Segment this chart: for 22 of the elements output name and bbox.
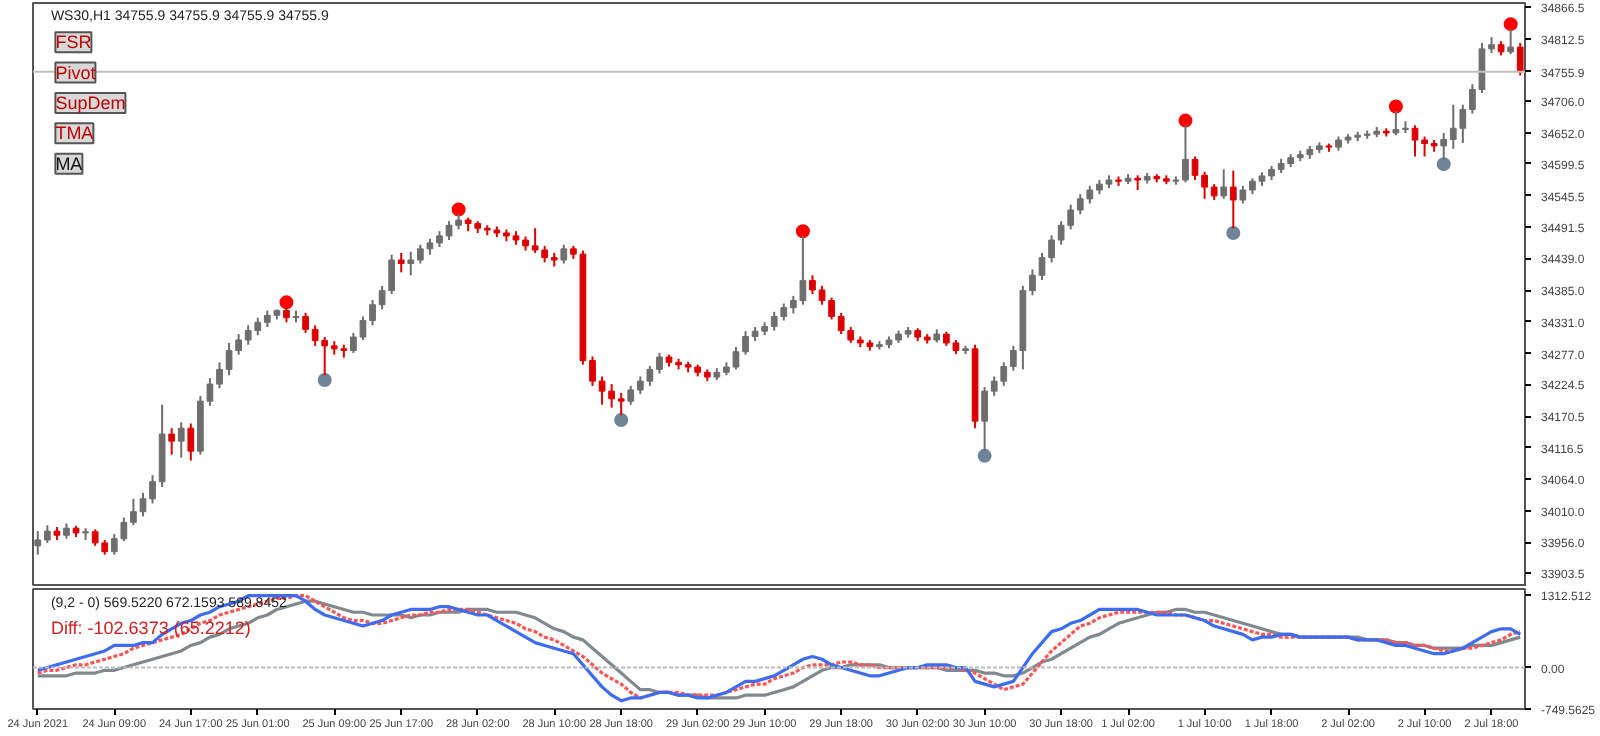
point <box>1388 99 1403 114</box>
point <box>1436 157 1451 172</box>
point <box>451 202 466 217</box>
candlestick <box>397 251 405 274</box>
candlestick <box>560 243 568 265</box>
point <box>279 295 294 310</box>
point <box>317 372 332 387</box>
point <box>1178 113 1193 128</box>
annotation: SupDem <box>55 92 126 113</box>
candlestick <box>1220 168 1228 200</box>
point <box>1503 17 1518 32</box>
point <box>1226 225 1241 240</box>
point <box>614 412 629 427</box>
candlestick <box>1516 41 1524 77</box>
candlestick <box>187 422 195 462</box>
annotation: MA <box>55 153 83 174</box>
annotation: TMA <box>55 123 94 144</box>
point <box>795 224 810 239</box>
annotation: FSR <box>55 32 93 53</box>
candlestick <box>168 427 176 456</box>
point <box>977 448 992 463</box>
candlestick <box>177 421 185 459</box>
